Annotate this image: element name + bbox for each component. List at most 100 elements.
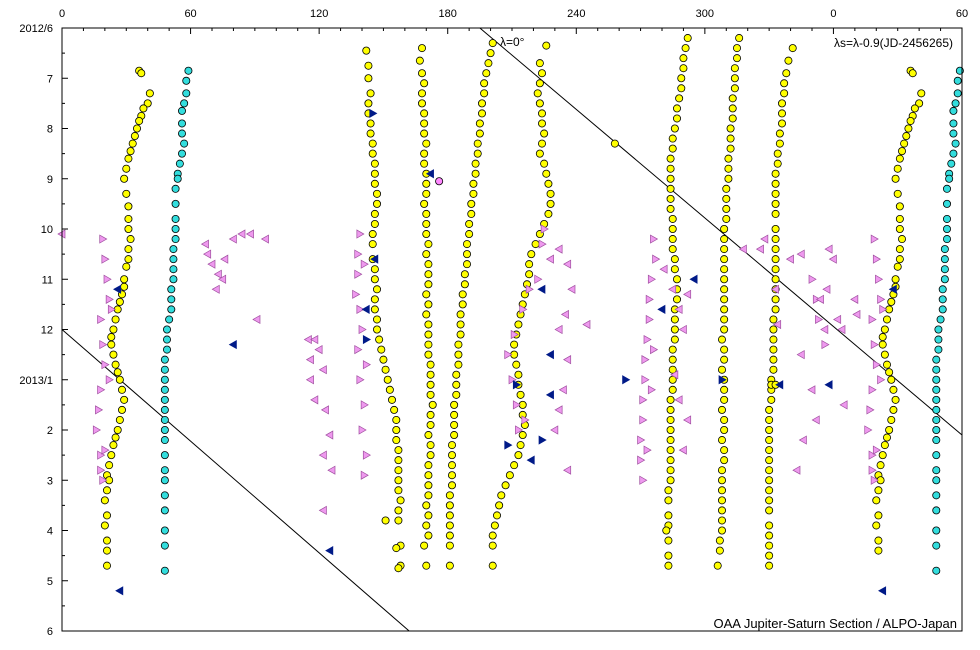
data-point	[945, 174, 954, 183]
data-point	[668, 355, 677, 364]
data-point	[664, 496, 673, 505]
data-point	[538, 139, 547, 148]
data-point	[683, 34, 692, 43]
data-point	[730, 84, 739, 93]
data-point	[469, 179, 478, 188]
data-marker	[852, 309, 861, 320]
data-point	[876, 461, 885, 470]
data-point	[769, 345, 778, 354]
data-point	[932, 451, 941, 460]
data-point	[420, 119, 429, 128]
data-point	[467, 209, 476, 218]
data-point	[475, 119, 484, 128]
data-point	[422, 139, 431, 148]
data-point	[771, 265, 780, 274]
data-point	[105, 461, 114, 470]
data-marker	[519, 304, 528, 315]
data-marker	[310, 395, 319, 405]
data-point	[471, 159, 480, 168]
data-point	[533, 89, 542, 98]
data-marker	[99, 475, 108, 485]
data-point	[874, 536, 883, 545]
data-point	[426, 390, 435, 399]
data-marker	[683, 289, 692, 299]
data-point	[482, 69, 491, 78]
data-point	[895, 154, 904, 163]
data-marker	[318, 505, 327, 516]
data-point	[445, 511, 454, 520]
data-point	[940, 265, 949, 274]
data-point	[724, 154, 733, 163]
data-point	[610, 139, 619, 148]
data-point	[668, 235, 677, 244]
data-point	[394, 476, 403, 485]
data-point	[679, 64, 688, 73]
data-point	[454, 340, 463, 349]
data-marker	[354, 344, 363, 355]
data-point	[372, 199, 381, 208]
data-point	[880, 350, 889, 359]
data-marker	[683, 415, 692, 425]
data-marker	[510, 329, 519, 340]
data-point	[103, 486, 112, 495]
data-point	[943, 214, 952, 223]
data-point	[722, 204, 731, 213]
data-point	[718, 466, 727, 475]
data-marker	[870, 234, 879, 244]
data-point	[932, 436, 941, 445]
data-point	[673, 275, 682, 284]
data-point	[932, 506, 941, 515]
data-point	[949, 149, 958, 158]
data-point	[424, 330, 433, 339]
data-point	[480, 79, 489, 88]
data-point	[370, 209, 379, 218]
data-marker	[99, 234, 108, 244]
data-point	[673, 114, 682, 123]
data-point	[874, 511, 883, 520]
data-point	[932, 375, 941, 384]
data-point	[160, 385, 169, 394]
data-point	[718, 496, 727, 505]
data-marker	[641, 355, 650, 365]
data-point	[516, 441, 525, 450]
data-point	[788, 44, 797, 53]
data-point	[447, 481, 456, 490]
data-point	[424, 511, 433, 520]
data-point	[887, 297, 896, 306]
data-marker	[864, 425, 873, 435]
data-marker	[515, 425, 524, 435]
data-point	[872, 496, 881, 505]
y-tick-label: 9	[47, 174, 53, 186]
y-tick-label: 7	[47, 73, 53, 85]
data-point	[167, 305, 176, 314]
data-marker	[97, 314, 106, 325]
data-point	[370, 275, 379, 284]
data-point	[765, 561, 774, 570]
data-point	[100, 496, 109, 505]
data-point	[480, 89, 489, 98]
data-marker	[775, 380, 784, 390]
data-point	[769, 335, 778, 344]
data-marker	[325, 430, 334, 440]
data-point	[720, 446, 729, 455]
data-point	[447, 461, 456, 470]
y-axis: 2012/6 7 8 9 10 11 12 2013/1 2 3 4 5 6	[19, 23, 68, 638]
data-point	[765, 446, 774, 455]
data-point	[160, 476, 169, 485]
data-marker	[792, 465, 801, 475]
data-point	[426, 451, 435, 460]
data-point	[492, 511, 501, 520]
data-point	[934, 335, 943, 344]
data-point	[467, 199, 476, 208]
data-point	[666, 466, 675, 475]
data-point	[677, 74, 686, 83]
credit-text: OAA Jupiter-Saturn Section / ALPO-Japan	[713, 616, 957, 631]
x-tick-label: 60	[184, 8, 196, 20]
data-point	[477, 99, 486, 108]
formula-annotation: λs=λ-0.9(JD-2456265)	[834, 36, 953, 50]
data-marker	[103, 274, 112, 284]
data-point	[422, 561, 431, 570]
data-marker	[360, 259, 369, 269]
data-point	[396, 496, 405, 505]
data-marker	[113, 284, 122, 294]
